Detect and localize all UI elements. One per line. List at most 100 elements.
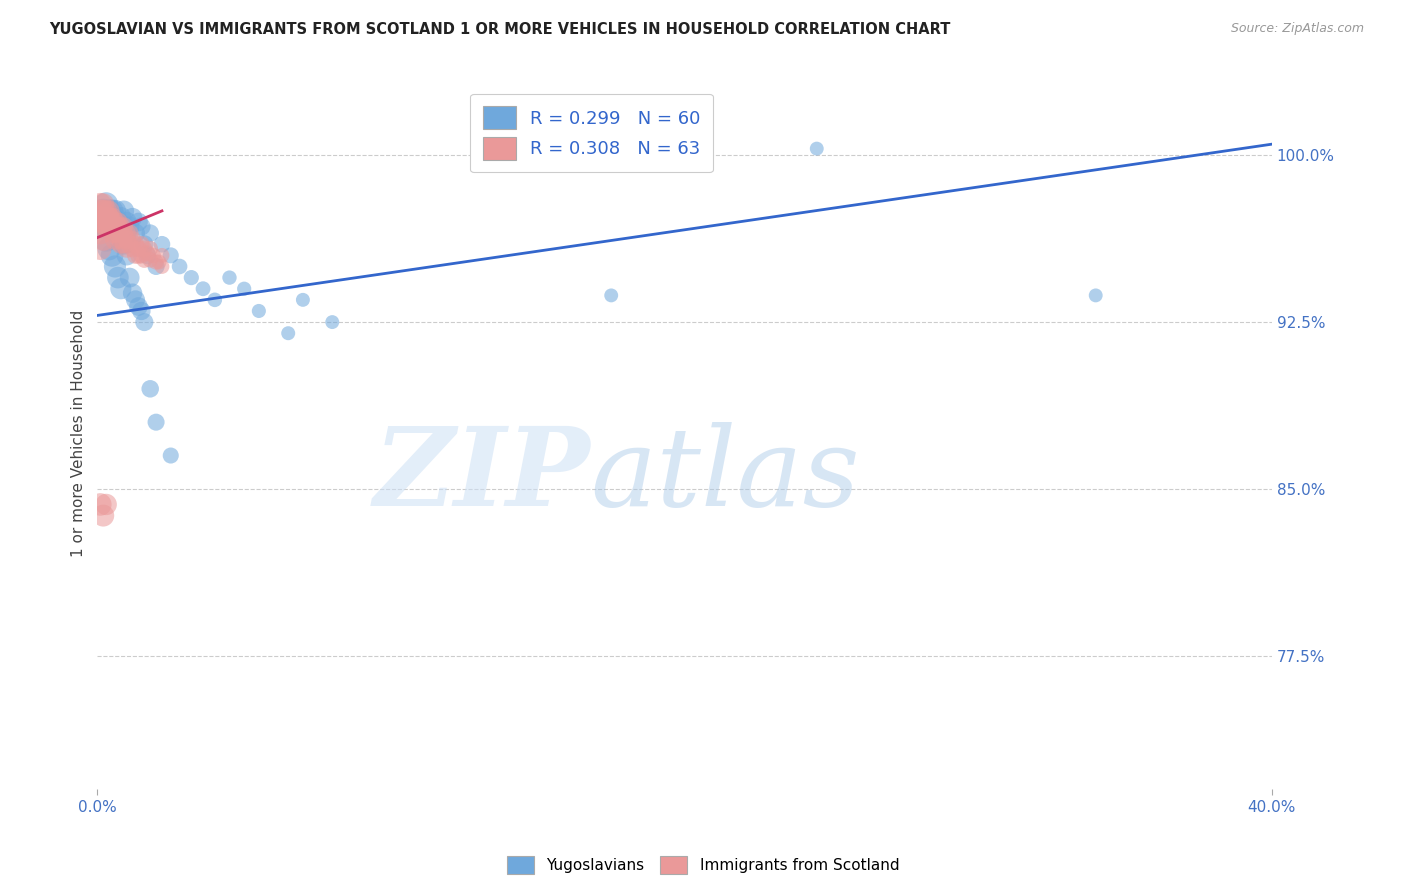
- Point: [110, 219, 132, 234]
- Point: [134, 252, 156, 267]
- Point: [96, 219, 118, 234]
- Point: [150, 248, 173, 262]
- Point: [91, 215, 114, 229]
- Point: [110, 219, 132, 234]
- Point: [98, 211, 121, 225]
- Point: [127, 248, 149, 262]
- Point: [89, 242, 111, 256]
- Point: [115, 215, 138, 229]
- Point: [139, 382, 162, 396]
- Point: [110, 211, 132, 225]
- Point: [91, 197, 114, 211]
- Point: [91, 215, 114, 229]
- Point: [98, 211, 121, 225]
- Text: atlas: atlas: [591, 422, 860, 530]
- Point: [127, 300, 149, 314]
- Point: [104, 215, 127, 229]
- Point: [169, 260, 191, 274]
- Point: [291, 293, 314, 307]
- Point: [101, 215, 124, 229]
- Point: [107, 215, 129, 229]
- Point: [107, 270, 129, 285]
- Point: [104, 226, 127, 240]
- Point: [104, 260, 127, 274]
- Point: [115, 233, 138, 247]
- Point: [89, 211, 111, 225]
- Point: [91, 203, 114, 218]
- Point: [118, 226, 141, 240]
- Point: [124, 237, 146, 252]
- Point: [204, 293, 226, 307]
- Point: [112, 219, 135, 234]
- Point: [107, 219, 129, 234]
- Point: [131, 304, 153, 318]
- Point: [112, 226, 135, 240]
- Point: [115, 242, 138, 256]
- Point: [148, 255, 170, 269]
- Point: [139, 252, 162, 267]
- Point: [112, 219, 135, 234]
- Point: [121, 233, 143, 247]
- Point: [139, 242, 162, 256]
- Point: [91, 203, 114, 218]
- Point: [121, 211, 143, 225]
- Point: [136, 248, 159, 262]
- Point: [115, 248, 138, 262]
- Point: [98, 219, 121, 234]
- Point: [110, 282, 132, 296]
- Point: [96, 211, 118, 225]
- Point: [159, 449, 181, 463]
- Point: [1084, 288, 1107, 302]
- Point: [218, 270, 240, 285]
- Point: [121, 286, 143, 301]
- Point: [96, 197, 118, 211]
- Point: [277, 326, 299, 341]
- Point: [131, 248, 153, 262]
- Point: [104, 211, 127, 225]
- Point: [112, 203, 135, 218]
- Point: [98, 203, 121, 218]
- Point: [159, 248, 181, 262]
- Y-axis label: 1 or more Vehicles in Household: 1 or more Vehicles in Household: [72, 310, 86, 557]
- Point: [600, 288, 623, 302]
- Point: [89, 203, 111, 218]
- Point: [131, 219, 153, 234]
- Point: [104, 233, 127, 247]
- Point: [124, 293, 146, 307]
- Point: [96, 219, 118, 234]
- Point: [104, 203, 127, 218]
- Point: [134, 237, 156, 252]
- Point: [112, 237, 135, 252]
- Point: [136, 246, 159, 260]
- Point: [145, 255, 167, 269]
- Point: [107, 226, 129, 240]
- Point: [91, 233, 114, 247]
- Point: [112, 237, 135, 252]
- Point: [91, 508, 114, 523]
- Point: [124, 226, 146, 240]
- Point: [91, 219, 114, 234]
- Point: [101, 248, 124, 262]
- Point: [110, 237, 132, 252]
- Point: [96, 233, 118, 247]
- Point: [806, 142, 828, 156]
- Point: [98, 215, 121, 229]
- Point: [142, 248, 165, 262]
- Point: [89, 197, 111, 211]
- Text: Source: ZipAtlas.com: Source: ZipAtlas.com: [1230, 22, 1364, 36]
- Point: [247, 304, 270, 318]
- Point: [96, 498, 118, 512]
- Point: [110, 226, 132, 240]
- Point: [131, 237, 153, 252]
- Text: ZIP: ZIP: [374, 422, 591, 530]
- Point: [107, 215, 129, 229]
- Point: [98, 242, 121, 256]
- Point: [89, 215, 111, 229]
- Point: [115, 226, 138, 240]
- Point: [101, 226, 124, 240]
- Point: [101, 211, 124, 225]
- Point: [101, 219, 124, 234]
- Point: [124, 248, 146, 262]
- Point: [96, 211, 118, 225]
- Point: [89, 226, 111, 240]
